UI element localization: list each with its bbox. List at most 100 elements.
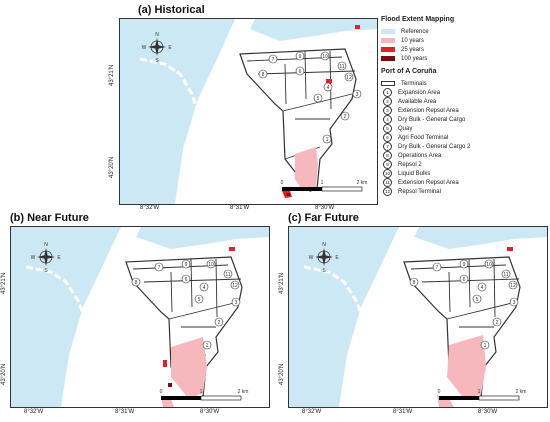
svg-text:S: S	[44, 268, 48, 274]
svg-text:10: 10	[208, 262, 214, 268]
svg-text:12: 12	[346, 75, 352, 81]
x-tick-c-2: 8°31'W	[393, 409, 413, 415]
svg-text:2: 2	[496, 320, 499, 326]
svg-text:E: E	[57, 255, 61, 261]
legend-area-number: 5	[383, 124, 392, 133]
svg-text:E: E	[168, 45, 172, 51]
legend-row-area: 5 Quay	[381, 124, 546, 133]
map-legend: Flood Extent Mapping Reference 10 years …	[381, 14, 546, 196]
svg-text:5: 5	[317, 96, 320, 102]
legend-row-25y: 25 years	[381, 45, 546, 54]
svg-text:4: 4	[327, 85, 330, 91]
svg-text:10: 10	[486, 262, 492, 268]
x-tick-b-2: 8°31'W	[115, 409, 135, 415]
svg-text:8: 8	[135, 280, 138, 286]
svg-text:4: 4	[203, 285, 206, 291]
svg-text:1: 1	[321, 180, 324, 186]
legend-area-number: 8	[383, 151, 392, 160]
legend-row-area: 2 Available Area	[381, 97, 546, 106]
svg-text:W: W	[31, 255, 36, 261]
svg-text:N: N	[322, 242, 326, 248]
map-panel-c: 9 10 11 12 7 8 6 4 5 3 2 1 N S E W 0 1 2…	[288, 226, 548, 408]
svg-text:11: 11	[503, 272, 508, 278]
svg-text:6: 6	[299, 69, 302, 75]
legend-area-label: Dry Bulk - General Cargo	[398, 116, 466, 123]
legend-row-area: 6 Agri Food Terminal	[381, 133, 546, 142]
svg-text:9: 9	[463, 262, 466, 268]
x-tick-c-1: 8°32'W	[302, 409, 322, 415]
x-tick-c-3: 8°30'W	[478, 409, 498, 415]
legend-flood-header: Flood Extent Mapping	[381, 16, 455, 23]
svg-text:9: 9	[299, 54, 302, 60]
legend-area-number: 1	[383, 88, 392, 97]
svg-text:E: E	[335, 255, 339, 261]
svg-text:3: 3	[356, 92, 359, 98]
legend-area-label: Repsol Terminal	[398, 188, 441, 195]
svg-text:2 km: 2 km	[516, 389, 527, 395]
legend-area-label: Quay	[398, 125, 413, 132]
legend-row-area: 1 Expansion Area	[381, 88, 546, 97]
svg-text:10: 10	[322, 54, 328, 60]
legend-area-number: 7	[383, 142, 392, 151]
svg-text:3: 3	[513, 300, 516, 306]
panel-c-title: (c) Far Future	[288, 212, 359, 224]
y-tick-c-1: 43°21'N	[279, 272, 285, 294]
legend-area-label: Extension Repsol Area	[398, 179, 459, 186]
svg-text:W: W	[142, 45, 147, 51]
legend-port-header: Port of A Coruña	[381, 68, 437, 75]
legend-area-number: 6	[383, 133, 392, 142]
x-tick-a-3: 8°30'W	[315, 205, 335, 211]
panel-a-title: (a) Historical	[138, 4, 205, 16]
svg-text:S: S	[322, 268, 326, 274]
svg-text:0: 0	[438, 389, 441, 395]
svg-text:11: 11	[225, 272, 230, 278]
svg-text:5: 5	[476, 297, 479, 303]
svg-text:7: 7	[158, 265, 161, 271]
compass-b: N S E W	[31, 242, 62, 274]
y-tick-b-1: 43°21'N	[1, 272, 7, 294]
x-tick-b-3: 8°30'W	[200, 409, 220, 415]
legend-row-area: 3 Extension Repsol Area	[381, 106, 546, 115]
svg-text:N: N	[44, 242, 48, 248]
legend-row-100y: 100 years	[381, 54, 546, 63]
svg-text:3: 3	[235, 300, 238, 306]
legend-area-number: 10	[383, 169, 392, 178]
legend-area-label: Extension Repsol Area	[398, 107, 459, 114]
y-tick-a-2: 43°20'N	[109, 156, 115, 178]
y-tick-c-2: 43°20'N	[279, 363, 285, 385]
x-tick-b-1: 8°32'W	[24, 409, 44, 415]
legend-row-10y: 10 years	[381, 36, 546, 45]
svg-text:S: S	[155, 58, 159, 64]
svg-text:5: 5	[198, 297, 201, 303]
svg-text:7: 7	[272, 57, 275, 63]
legend-row-area: 12 Repsol Terminal	[381, 187, 546, 196]
legend-area-number: 4	[383, 115, 392, 124]
legend-area-number: 2	[383, 97, 392, 106]
svg-text:8: 8	[262, 72, 265, 78]
svg-text:2 km: 2 km	[357, 180, 368, 186]
svg-text:12: 12	[232, 283, 238, 289]
svg-text:2 km: 2 km	[238, 389, 249, 395]
svg-text:9: 9	[185, 262, 188, 268]
svg-text:1: 1	[326, 137, 329, 143]
legend-area-number: 9	[383, 160, 392, 169]
svg-text:11: 11	[339, 64, 344, 70]
svg-text:8: 8	[413, 280, 416, 286]
legend-row-area: 11 Extension Repsol Area	[381, 178, 546, 187]
legend-row-area: 9 Repsol 2	[381, 160, 546, 169]
legend-area-label: Liquid Bulks	[398, 170, 431, 177]
legend-row-area: 10 Liquid Bulks	[381, 169, 546, 178]
svg-text:7: 7	[436, 265, 439, 271]
legend-row-area: 7 Dry Bulk - General Cargo 2	[381, 142, 546, 151]
map-panel-a: 9 10 11 12 7 8 6 4 5 3 2 1 N S E W 0 1 2…	[119, 18, 378, 205]
svg-text:1: 1	[200, 389, 203, 395]
legend-row-area: 4 Dry Bulk - General Cargo	[381, 115, 546, 124]
svg-text:2: 2	[218, 320, 221, 326]
map-panel-b: 9 10 11 12 7 8 6 4 5 3 2 1 N S E W 0 1 2…	[10, 226, 270, 408]
y-tick-a-1: 43°21'N	[109, 64, 115, 86]
svg-text:1: 1	[206, 343, 209, 349]
svg-text:6: 6	[463, 277, 466, 283]
legend-area-label: Expansion Area	[398, 89, 441, 96]
svg-text:0: 0	[281, 180, 284, 186]
compass-c: N S E W	[309, 242, 340, 274]
